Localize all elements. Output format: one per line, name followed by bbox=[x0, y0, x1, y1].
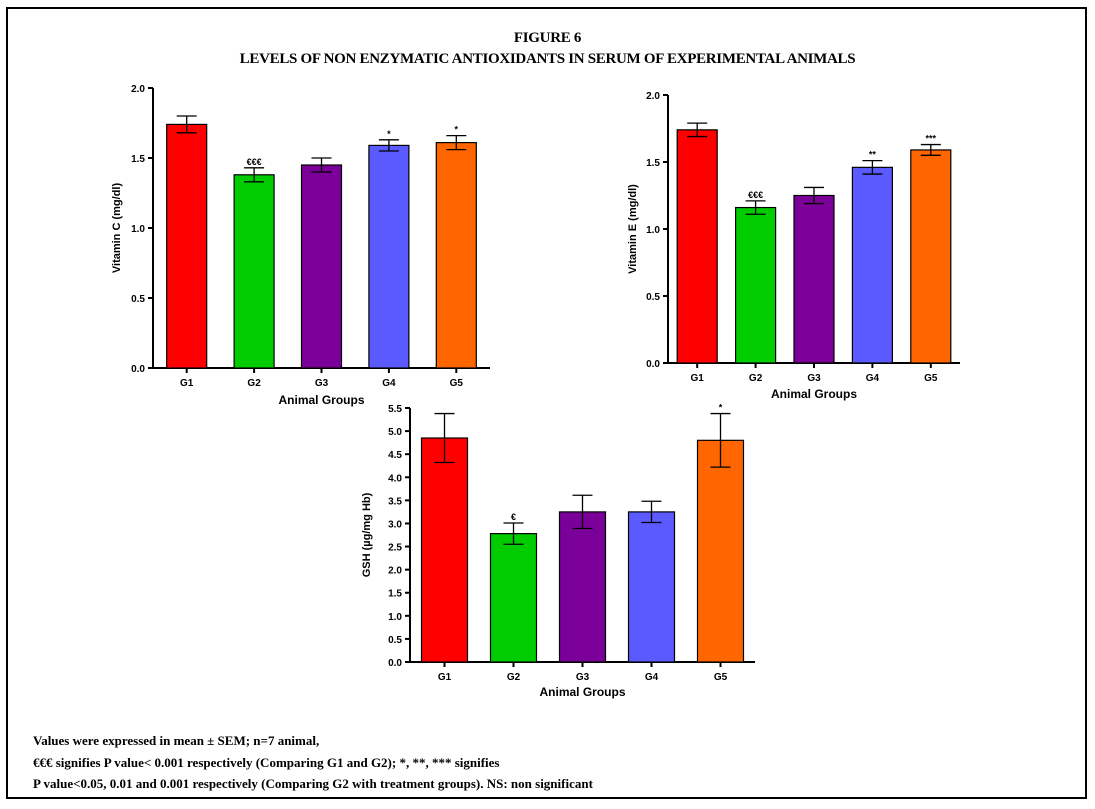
y-tick-label: 1.5 bbox=[388, 589, 402, 600]
y-tick-label: 3.5 bbox=[388, 496, 402, 507]
y-tick-label: 0.0 bbox=[131, 364, 145, 375]
x-tick-label: G5 bbox=[714, 672, 728, 683]
x-tick-label: G2 bbox=[247, 378, 261, 389]
significance-label: * bbox=[387, 129, 391, 139]
y-tick-label: 1.5 bbox=[131, 154, 145, 165]
y-tick-label: 0.0 bbox=[388, 658, 402, 669]
bar bbox=[300, 164, 343, 369]
bar bbox=[627, 511, 676, 663]
x-tick-label: G4 bbox=[645, 672, 659, 683]
y-tick-label: 1.0 bbox=[646, 225, 660, 236]
footnote-line: €€€ signifies P value< 0.001 respectivel… bbox=[33, 754, 500, 770]
x-tick-label: G1 bbox=[438, 672, 452, 683]
y-tick-label: 0.5 bbox=[646, 292, 660, 303]
y-axis-label: Vitamin E (mg/dl) bbox=[627, 184, 639, 274]
figure-subtitle: LEVELS OF NON ENZYMATIC ANTIOXIDANTS IN … bbox=[239, 51, 856, 67]
x-tick-label: G3 bbox=[315, 378, 329, 389]
y-axis-label: Vitamin C (mg/dl) bbox=[111, 183, 123, 274]
bar bbox=[368, 144, 410, 369]
y-tick-label: 5.5 bbox=[388, 404, 402, 415]
figure-border bbox=[6, 7, 1087, 799]
footnotes: Values were expressed in mean ± SEM; n=7… bbox=[33, 730, 593, 795]
bar bbox=[851, 166, 894, 364]
x-tick-label: G3 bbox=[807, 373, 821, 384]
significance-label: € bbox=[511, 512, 516, 522]
y-tick-label: 0.0 bbox=[646, 359, 660, 370]
y-tick-label: 5.0 bbox=[388, 427, 402, 438]
bar bbox=[489, 533, 538, 663]
y-tick-label: 3.0 bbox=[388, 519, 402, 530]
bar bbox=[696, 439, 745, 663]
x-axis-label: Animal Groups bbox=[539, 685, 625, 699]
y-tick-label: 1.5 bbox=[646, 158, 660, 169]
y-tick-label: 2.0 bbox=[646, 91, 660, 102]
significance-label: *** bbox=[926, 134, 937, 144]
y-tick-label: 2.5 bbox=[388, 543, 402, 554]
x-tick-label: G1 bbox=[691, 373, 705, 384]
y-tick-label: 2.0 bbox=[388, 566, 402, 577]
bar bbox=[558, 511, 607, 663]
bar bbox=[793, 194, 835, 364]
x-tick-label: G1 bbox=[180, 378, 194, 389]
y-tick-label: 0.5 bbox=[131, 294, 145, 305]
significance-label: €€€ bbox=[748, 190, 763, 200]
footnote-line: P value<0.05, 0.01 and 0.001 respectivel… bbox=[33, 776, 593, 791]
significance-label: ** bbox=[869, 150, 877, 160]
x-tick-label: G3 bbox=[576, 672, 590, 683]
footnote-line: Values were expressed in mean ± SEM; n=7… bbox=[33, 733, 320, 748]
x-tick-label: G4 bbox=[382, 378, 396, 389]
y-tick-label: 1.0 bbox=[388, 612, 402, 623]
significance-label: * bbox=[719, 403, 723, 413]
significance-label: * bbox=[455, 125, 459, 135]
x-tick-label: G4 bbox=[866, 373, 880, 384]
bar bbox=[734, 206, 777, 364]
figure-title: FIGURE 6 bbox=[513, 30, 582, 46]
bar bbox=[420, 437, 469, 663]
bar bbox=[435, 142, 477, 369]
y-tick-label: 4.5 bbox=[388, 450, 402, 461]
y-tick-label: 1.0 bbox=[131, 224, 145, 235]
x-tick-label: G5 bbox=[924, 373, 938, 384]
x-axis-label: Animal Groups bbox=[278, 393, 364, 407]
x-axis-label: Animal Groups bbox=[771, 387, 857, 401]
x-tick-label: G5 bbox=[450, 378, 464, 389]
y-tick-label: 4.0 bbox=[388, 473, 402, 484]
bar bbox=[676, 129, 718, 364]
significance-label: €€€ bbox=[247, 157, 262, 167]
x-tick-label: G2 bbox=[749, 373, 763, 384]
y-tick-label: 0.5 bbox=[388, 635, 402, 646]
y-tick-label: 2.0 bbox=[131, 84, 145, 95]
x-tick-label: G2 bbox=[507, 672, 521, 683]
y-axis-label: GSH (µg/mg Hb) bbox=[361, 492, 373, 577]
